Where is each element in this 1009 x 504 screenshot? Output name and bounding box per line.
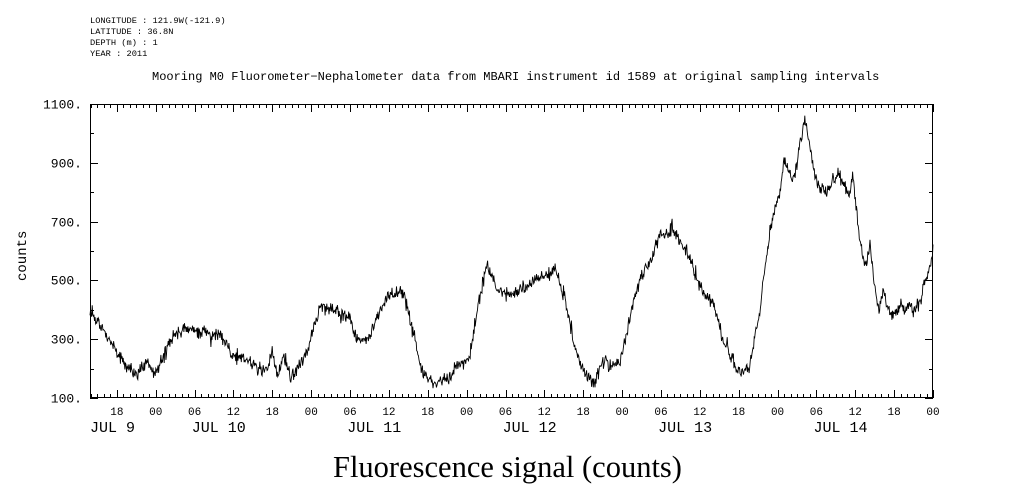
svg-text:JUL 12: JUL 12 [503, 420, 557, 437]
svg-text:12: 12 [693, 407, 706, 419]
svg-text:06: 06 [188, 407, 201, 419]
svg-text:18: 18 [421, 407, 434, 419]
svg-text:JUL 13: JUL 13 [658, 420, 712, 437]
svg-text:00: 00 [615, 407, 628, 419]
svg-text:18: 18 [577, 407, 590, 419]
svg-text:1100.: 1100. [43, 98, 82, 113]
svg-text:900.: 900. [51, 157, 82, 172]
svg-text:700.: 700. [51, 216, 82, 231]
svg-text:00: 00 [149, 407, 162, 419]
svg-text:00: 00 [305, 407, 318, 419]
svg-text:JUL 10: JUL 10 [192, 420, 246, 437]
svg-text:JUL 11: JUL 11 [347, 420, 401, 437]
svg-text:100.: 100. [51, 392, 82, 407]
svg-text:18: 18 [732, 407, 745, 419]
svg-text:JUL 14: JUL 14 [814, 420, 868, 437]
svg-text:18: 18 [266, 407, 279, 419]
svg-text:06: 06 [654, 407, 667, 419]
svg-text:500.: 500. [51, 274, 82, 289]
svg-text:12: 12 [227, 407, 240, 419]
svg-text:12: 12 [849, 407, 862, 419]
svg-text:12: 12 [382, 407, 395, 419]
svg-text:18: 18 [888, 407, 901, 419]
svg-text:300.: 300. [51, 333, 82, 348]
svg-text:18: 18 [110, 407, 123, 419]
svg-text:12: 12 [538, 407, 551, 419]
svg-text:00: 00 [771, 407, 784, 419]
svg-text:06: 06 [810, 407, 823, 419]
svg-text:06: 06 [499, 407, 512, 419]
svg-text:JUL 9: JUL 9 [90, 420, 135, 437]
svg-text:00: 00 [460, 407, 473, 419]
svg-text:00: 00 [926, 407, 939, 419]
svg-text:06: 06 [343, 407, 356, 419]
